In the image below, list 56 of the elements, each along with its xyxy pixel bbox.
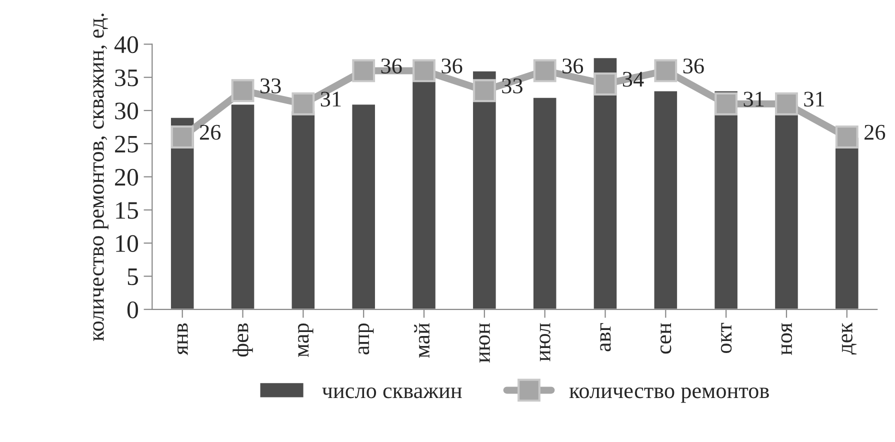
x-tick-label: мар — [298, 323, 314, 357]
x-tick-label: окт — [720, 322, 732, 354]
point — [292, 92, 315, 116]
y-tick-label: 15 — [116, 202, 138, 219]
bar — [472, 70, 498, 310]
data-label: 36 — [562, 58, 584, 74]
y-tick-label: 35 — [115, 69, 138, 86]
bar — [652, 90, 678, 310]
y-tick-label: 25 — [115, 136, 138, 153]
x-tick-label: май — [414, 323, 430, 358]
point — [352, 59, 376, 82]
y-tick-label: 10 — [116, 235, 138, 252]
y-tick-label: 40 — [114, 36, 138, 54]
legend-label: число скважин — [322, 388, 462, 398]
point — [533, 59, 556, 82]
data-label: 26 — [864, 124, 886, 140]
point — [412, 59, 436, 82]
point — [231, 79, 254, 102]
data-label: 31 — [804, 92, 824, 107]
data-label: 33 — [502, 78, 522, 94]
point — [775, 92, 798, 116]
bar — [834, 136, 860, 310]
y-tick-label: 20 — [115, 168, 138, 186]
y-tick-label: 5 — [128, 268, 138, 286]
legend-label: количество ремонтов — [569, 388, 769, 403]
bar — [290, 110, 316, 310]
x-tick-label: апр — [358, 323, 374, 354]
point — [835, 126, 858, 148]
y-tick-label: 0 — [127, 301, 138, 318]
y-tick-label: 30 — [115, 102, 138, 120]
point — [654, 59, 678, 82]
bar — [774, 103, 800, 310]
data-label: 26 — [200, 124, 221, 140]
x-tick-label: июн — [479, 323, 490, 363]
y-axis-title: количество ремонтов, скважин, ед. — [93, 14, 108, 341]
data-label: 33 — [260, 78, 281, 94]
x-tick-label: фев — [232, 323, 253, 357]
x-tick-label: дек — [842, 322, 857, 355]
data-label: 36 — [683, 58, 704, 74]
data-label: 31 — [320, 92, 341, 107]
x-tick-label: ноя — [781, 322, 792, 355]
point — [170, 126, 194, 148]
bar — [350, 103, 376, 310]
point — [472, 79, 496, 102]
bar — [532, 96, 558, 310]
x-tick-label: янв — [178, 323, 188, 356]
point — [714, 92, 738, 116]
data-label: 31 — [744, 92, 764, 107]
bar — [230, 103, 256, 310]
x-tick-label: июл — [540, 323, 550, 362]
point — [594, 72, 617, 96]
data-label: 36 — [442, 58, 462, 74]
bar — [592, 56, 618, 310]
data-label: 36 — [381, 58, 402, 74]
x-tick-label: сен — [660, 323, 672, 354]
x-tick-label: авг — [600, 323, 611, 352]
